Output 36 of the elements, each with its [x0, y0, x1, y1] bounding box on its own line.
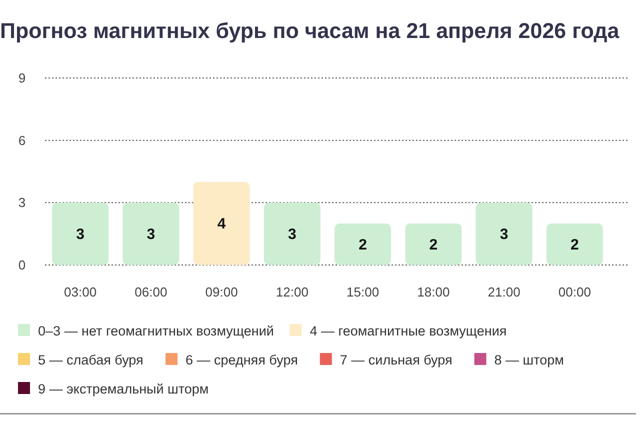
legend-label: 0–3 — нет геомагнитных возмущений	[38, 324, 274, 339]
data-label: 3	[146, 226, 156, 244]
data-label: 3	[288, 226, 296, 244]
x-tick-label: 06:00	[134, 284, 168, 300]
y-tick-label: 6	[18, 132, 26, 148]
x-tick-label: 21:00	[488, 284, 520, 300]
legend-label: 4 — геомагнитные возмущения	[310, 324, 507, 339]
data-label: 3	[76, 226, 84, 244]
bar	[52, 202, 109, 265]
x-tick-label: 18:00	[417, 284, 450, 300]
data-label: 3	[500, 226, 508, 244]
bar	[193, 182, 250, 265]
x-tick-label: 00:00	[558, 284, 591, 300]
bar	[264, 202, 320, 265]
data-label: 2	[358, 236, 367, 254]
data-label: 2	[429, 236, 438, 254]
x-tick-label: 03:00	[64, 284, 97, 300]
x-tick-label: 15:00	[346, 284, 380, 300]
bar	[476, 202, 532, 265]
data-label: 4	[217, 216, 226, 233]
legend-label: 6 — средняя буря	[186, 352, 298, 368]
bar	[334, 223, 392, 265]
y-tick-label: 3	[18, 195, 26, 210]
y-tick-label: 0	[18, 258, 26, 273]
legend-label: 7 — сильная буря	[340, 352, 452, 368]
data-label: 2	[570, 236, 579, 254]
legend-label: 9 — экстремальный шторм	[38, 382, 209, 397]
chart-title: Прогноз магнитных бурь по часам на 21 апреля 2026 года	[0, 19, 620, 43]
x-tick-label: 09:00	[205, 284, 238, 300]
legend-label: 5 — слабая буря	[38, 352, 144, 368]
y-tick-label: 9	[18, 70, 26, 86]
legend-label: 8 — шторм	[494, 352, 564, 368]
x-tick-label: 12:00	[276, 284, 308, 300]
bar	[122, 202, 180, 265]
bar	[405, 223, 462, 265]
bar	[546, 223, 603, 265]
